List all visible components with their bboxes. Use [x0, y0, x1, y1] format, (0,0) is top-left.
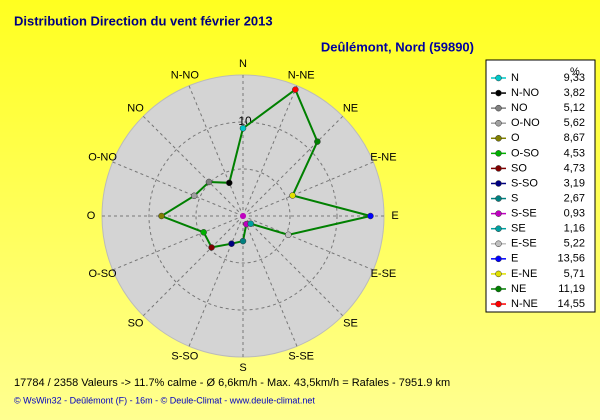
legend-value: 4,53 [564, 147, 585, 159]
stats-text: 17784 / 2358 Valeurs -> 11.7% calme - Ø … [14, 377, 450, 389]
data-point [228, 240, 235, 247]
center-dot [240, 213, 246, 219]
legend-label: E-SE [511, 238, 537, 250]
legend-value: 1,16 [564, 223, 585, 235]
legend-label: SO [511, 162, 527, 174]
legend-value: 3,19 [564, 177, 585, 189]
legend-box [485, 59, 596, 313]
legend-value: 5,12 [564, 102, 585, 114]
direction-label: N [239, 58, 247, 70]
chart-subtitle: Deûlémont, Nord (59890) [321, 39, 474, 54]
legend-title: % [570, 66, 580, 78]
direction-label: SE [343, 317, 358, 329]
legend-marker [495, 74, 502, 82]
legend-marker [495, 195, 502, 202]
legend-marker [495, 255, 502, 263]
direction-label: NE [343, 102, 358, 114]
footer-text: © WsWin32 - Deûlémont (F) - 16m - © Deul… [14, 395, 315, 405]
legend-value: 0,93 [564, 208, 585, 220]
legend-label: S-SO [511, 177, 538, 189]
legend-value: 5,22 [564, 238, 585, 250]
legend-marker [495, 210, 502, 217]
legend-marker [495, 240, 502, 248]
direction-label: O-SO [89, 268, 118, 280]
chart-title: Distribution Direction du vent février 2… [14, 13, 273, 28]
grid-circle [195, 168, 291, 264]
legend-marker [495, 285, 502, 293]
legend-marker [495, 150, 502, 157]
legend-label: O-NO [511, 117, 540, 129]
direction-label: O [87, 210, 96, 222]
legend-label: O [511, 132, 520, 144]
legend-label: E [511, 253, 518, 265]
legend-value: 14,55 [557, 298, 585, 310]
legend-label: O-SO [511, 147, 540, 159]
direction-label: NO [127, 102, 144, 114]
legend-value: 9,33 [564, 72, 585, 84]
legend-marker [495, 89, 502, 97]
direction-label: SO [128, 317, 144, 329]
grid-circle [148, 121, 338, 311]
legend-marker [495, 119, 502, 127]
legend-value: 3,82 [564, 87, 585, 99]
legend-value: 4,73 [564, 162, 585, 174]
legend-marker [495, 104, 502, 112]
legend-label: N-NE [511, 298, 538, 310]
direction-label: E [391, 210, 398, 222]
direction-label: N-NO [171, 69, 200, 81]
legend-label: SE [511, 223, 526, 235]
legend-label: S [511, 192, 518, 204]
data-point [239, 125, 247, 132]
data-point [285, 231, 292, 239]
direction-label: N-NE [288, 69, 315, 81]
data-point [190, 192, 198, 200]
legend-value: 13,56 [557, 253, 585, 265]
data-point [200, 229, 207, 236]
legend-marker [495, 135, 502, 142]
data-point [292, 86, 299, 93]
legend-marker [495, 300, 502, 308]
legend-label: NO [511, 102, 528, 114]
legend-value: 5,62 [564, 117, 585, 129]
legend-label: S-SE [511, 208, 537, 220]
data-point [239, 237, 247, 245]
direction-label: E-SE [371, 268, 397, 280]
legend-marker [495, 270, 502, 278]
data-point [158, 212, 165, 220]
legend-value: 11,19 [558, 283, 585, 295]
direction-label: S-SO [171, 350, 198, 362]
data-point [208, 244, 215, 251]
legend-value: 2,67 [564, 192, 585, 204]
legend-marker [495, 165, 502, 172]
data-point [289, 192, 296, 199]
legend-label: N-NO [511, 87, 540, 99]
legend-label: N [511, 72, 519, 84]
direction-label: S [239, 362, 246, 374]
legend-marker [495, 180, 502, 187]
legend-label: NE [511, 283, 526, 295]
legend-value: 5,71 [564, 268, 585, 280]
data-point [226, 179, 233, 187]
data-point [314, 138, 321, 145]
direction-label: S-SE [288, 350, 314, 362]
legend-marker [495, 225, 502, 232]
data-point [247, 220, 254, 227]
legend-value: 8,67 [564, 132, 585, 144]
data-point [367, 212, 374, 220]
direction-label: E-NE [370, 152, 396, 164]
direction-label: O-NO [88, 152, 117, 164]
legend-label: E-NE [511, 268, 537, 280]
data-point [205, 178, 213, 186]
